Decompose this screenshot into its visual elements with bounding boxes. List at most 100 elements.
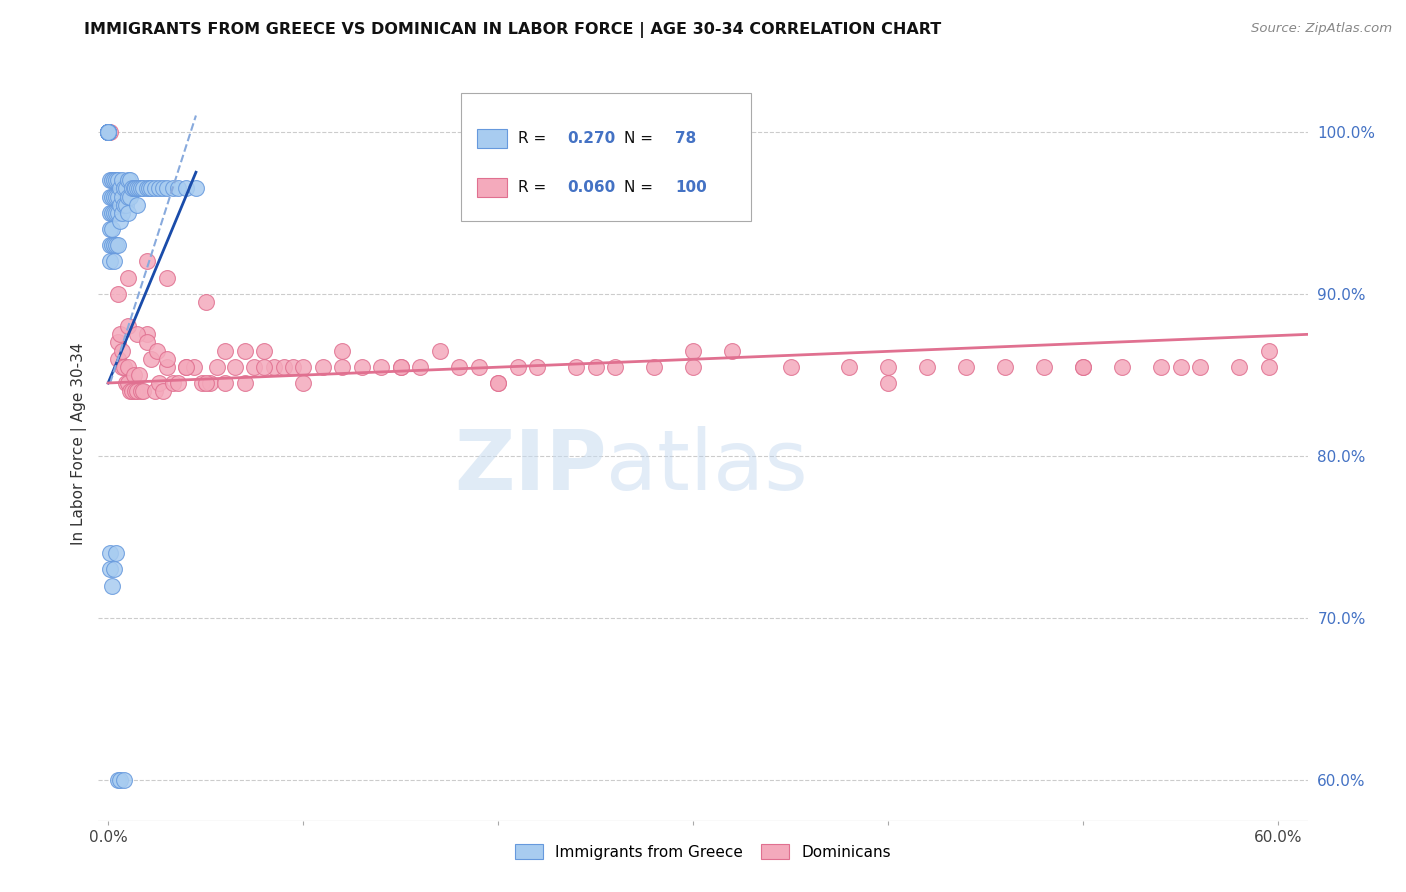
Point xyxy=(1257,359,1279,374)
Point xyxy=(98,546,121,560)
Point xyxy=(721,343,744,358)
Point xyxy=(114,181,136,195)
Point xyxy=(214,376,236,390)
Point xyxy=(138,181,160,195)
Text: R =: R = xyxy=(517,131,551,146)
Point xyxy=(111,173,134,187)
Point xyxy=(107,173,129,187)
Point xyxy=(97,125,120,139)
Point xyxy=(136,327,159,342)
Point xyxy=(104,173,127,187)
Point xyxy=(108,327,131,342)
Point xyxy=(117,359,139,374)
Point xyxy=(127,384,149,398)
Point xyxy=(283,359,305,374)
Point xyxy=(112,181,135,195)
Point xyxy=(183,359,205,374)
Point xyxy=(97,125,120,139)
Point xyxy=(117,319,139,334)
Point xyxy=(111,359,134,374)
Point xyxy=(104,189,127,203)
Point xyxy=(1033,359,1056,374)
Point xyxy=(97,125,120,139)
Point xyxy=(103,189,125,203)
Point xyxy=(838,359,860,374)
Point xyxy=(682,343,704,358)
Point xyxy=(97,125,120,139)
Point xyxy=(152,384,174,398)
Text: Source: ZipAtlas.com: Source: ZipAtlas.com xyxy=(1251,22,1392,36)
Point xyxy=(167,181,190,195)
Point xyxy=(253,343,276,358)
Point xyxy=(127,181,149,195)
Legend: Immigrants from Greece, Dominicans: Immigrants from Greece, Dominicans xyxy=(509,838,897,866)
Point xyxy=(107,238,129,252)
Point xyxy=(112,773,135,788)
Point xyxy=(1111,359,1133,374)
Point xyxy=(127,197,149,211)
Point xyxy=(101,579,124,593)
Point xyxy=(118,189,141,203)
Point xyxy=(253,359,276,374)
Text: 100: 100 xyxy=(675,180,707,195)
Point xyxy=(779,359,801,374)
Point xyxy=(118,173,141,187)
Point xyxy=(98,222,121,236)
Point xyxy=(107,206,129,220)
Point xyxy=(128,368,150,382)
Point xyxy=(585,359,607,374)
Text: R =: R = xyxy=(517,180,551,195)
Point xyxy=(103,562,125,576)
Point xyxy=(101,173,124,187)
Point xyxy=(114,376,136,390)
Point xyxy=(506,359,529,374)
Point xyxy=(108,197,131,211)
Point xyxy=(467,359,489,374)
Point xyxy=(103,238,125,252)
Point xyxy=(174,359,197,374)
Point xyxy=(1071,359,1094,374)
Point xyxy=(292,359,315,374)
Point xyxy=(994,359,1017,374)
Point xyxy=(1257,343,1279,358)
Point xyxy=(243,359,266,374)
Point xyxy=(389,359,412,374)
Point xyxy=(131,384,153,398)
Point xyxy=(207,359,229,374)
FancyBboxPatch shape xyxy=(477,129,508,148)
Point xyxy=(98,562,121,576)
Point xyxy=(233,343,256,358)
Point xyxy=(103,238,125,252)
Point xyxy=(112,197,135,211)
Point xyxy=(156,181,179,195)
Point xyxy=(98,254,121,268)
Point xyxy=(1071,359,1094,374)
Point xyxy=(117,376,139,390)
Point xyxy=(98,125,121,139)
Point xyxy=(605,359,627,374)
Point xyxy=(127,327,149,342)
Point xyxy=(104,546,127,560)
Point xyxy=(103,254,125,268)
Point xyxy=(643,359,665,374)
FancyBboxPatch shape xyxy=(461,94,751,221)
Point xyxy=(101,189,124,203)
Y-axis label: In Labor Force | Age 30-34: In Labor Force | Age 30-34 xyxy=(72,343,87,545)
Point xyxy=(111,343,134,358)
Point xyxy=(198,376,221,390)
Point xyxy=(526,359,548,374)
Point xyxy=(107,773,129,788)
Text: IMMIGRANTS FROM GREECE VS DOMINICAN IN LABOR FORCE | AGE 30-34 CORRELATION CHART: IMMIGRANTS FROM GREECE VS DOMINICAN IN L… xyxy=(84,22,942,38)
Point xyxy=(162,376,184,390)
Point xyxy=(128,181,150,195)
Point xyxy=(139,181,162,195)
Point xyxy=(121,181,143,195)
Point xyxy=(486,376,509,390)
Point xyxy=(877,376,900,390)
Point xyxy=(97,125,120,139)
Point xyxy=(156,359,179,374)
Text: N =: N = xyxy=(624,131,658,146)
Point xyxy=(117,173,139,187)
Point xyxy=(174,181,197,195)
Point xyxy=(224,359,246,374)
